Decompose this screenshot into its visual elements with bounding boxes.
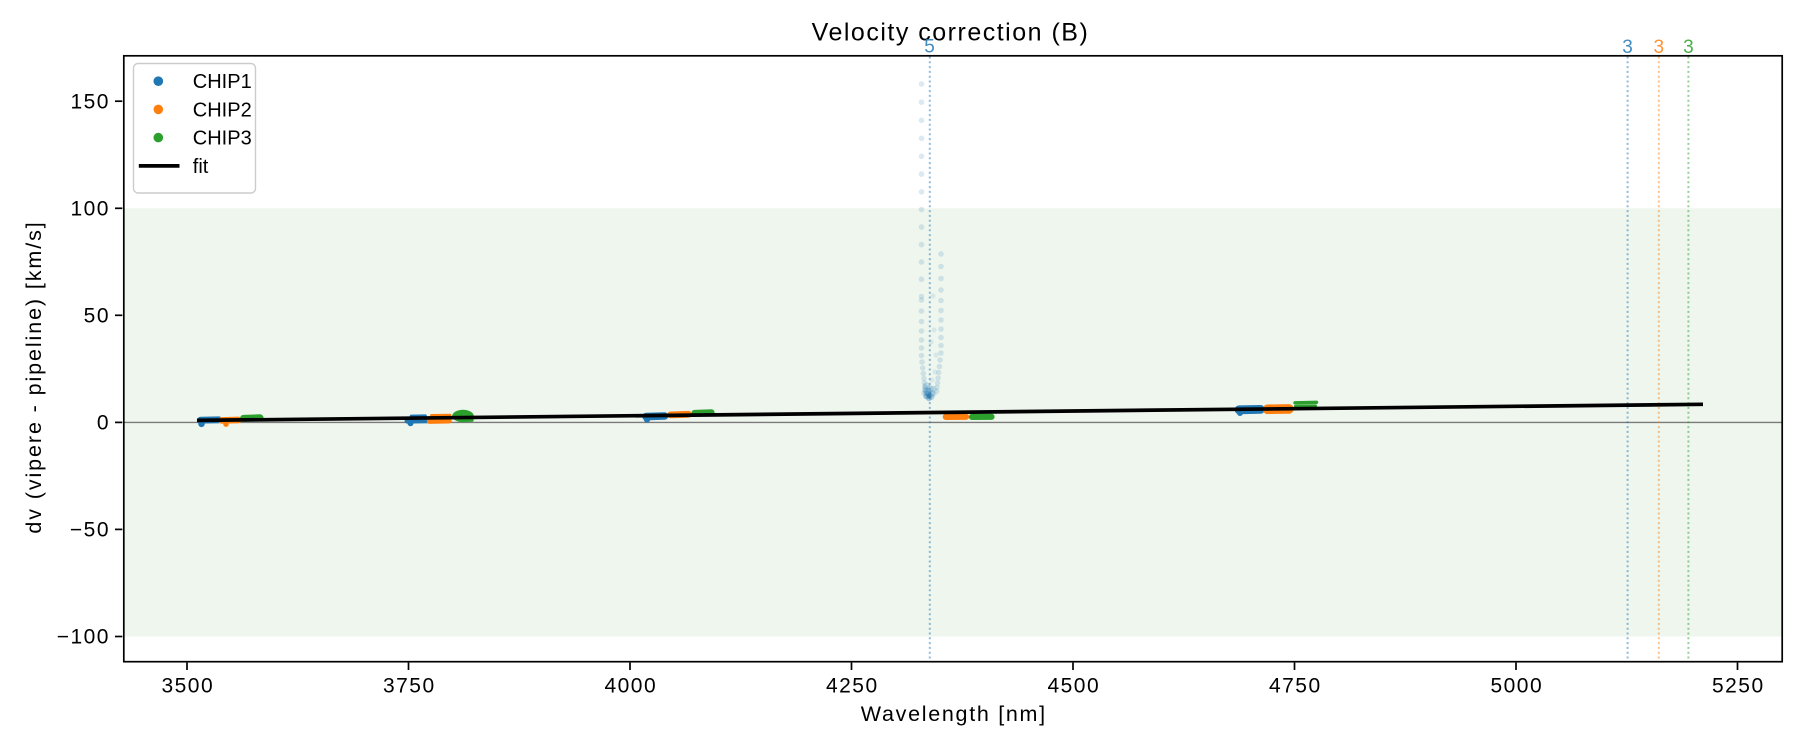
- svg-text:3: 3: [1622, 37, 1633, 58]
- svg-text:3750: 3750: [383, 675, 436, 698]
- svg-text:CHIP1: CHIP1: [193, 71, 252, 93]
- svg-text:dv (vipere - pipeline) [km/s]: dv (vipere - pipeline) [km/s]: [22, 220, 46, 533]
- svg-text:5: 5: [924, 37, 935, 58]
- svg-text:CHIP2: CHIP2: [193, 99, 252, 121]
- svg-text:−50: −50: [70, 519, 110, 542]
- svg-text:5000: 5000: [1490, 675, 1543, 698]
- svg-text:Velocity correction (B): Velocity correction (B): [812, 19, 1090, 47]
- svg-text:50: 50: [84, 305, 110, 328]
- svg-text:100: 100: [70, 198, 110, 221]
- svg-text:4500: 4500: [1047, 675, 1100, 698]
- svg-text:−100: −100: [57, 626, 110, 649]
- svg-text:4000: 4000: [604, 675, 657, 698]
- svg-text:3: 3: [1654, 37, 1665, 58]
- svg-text:4750: 4750: [1269, 675, 1322, 698]
- svg-text:0: 0: [97, 412, 110, 435]
- svg-text:5250: 5250: [1712, 675, 1765, 698]
- svg-text:3500: 3500: [161, 675, 214, 698]
- svg-text:CHIP3: CHIP3: [193, 128, 252, 150]
- svg-text:150: 150: [70, 90, 110, 113]
- svg-text:4250: 4250: [826, 675, 879, 698]
- svg-text:3: 3: [1683, 37, 1694, 58]
- svg-text:fit: fit: [193, 156, 209, 178]
- svg-text:Wavelength [nm]: Wavelength [nm]: [861, 702, 1047, 726]
